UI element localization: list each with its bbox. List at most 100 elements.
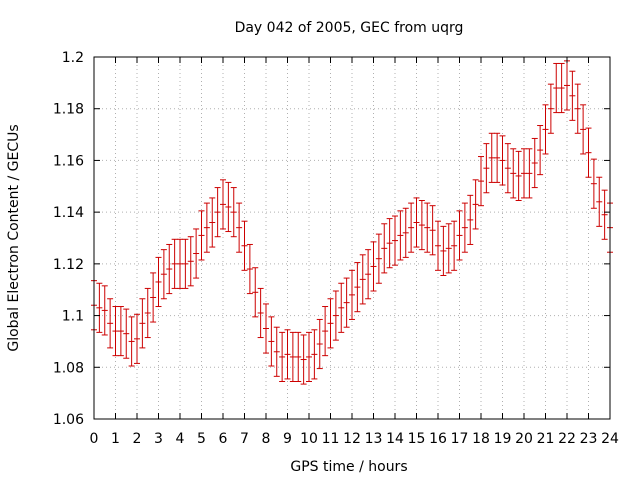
data-point-error-bar	[504, 143, 511, 194]
x-axis-label: GPS time / hours	[290, 459, 407, 475]
y-tick-label: 1.1	[62, 309, 84, 325]
chart-title: Day 042 of 2005, GEC from uqrg	[235, 20, 464, 36]
data-point-error-bar	[160, 249, 167, 300]
data-point-error-bar	[424, 202, 431, 253]
y-tick-label: 1.2	[62, 50, 84, 66]
y-tick-label: 1.06	[53, 412, 84, 428]
data-point-error-bar	[101, 285, 108, 336]
y-tick-label: 1.14	[53, 205, 84, 221]
data-point-error-bar	[144, 287, 151, 339]
data-point-error-bar	[478, 156, 484, 207]
x-tick-label: 13	[365, 431, 383, 447]
x-tick-label: 11	[322, 431, 340, 447]
x-tick-label: 2	[133, 431, 142, 447]
data-point-error-bar	[601, 189, 608, 240]
data-point-error-bar	[112, 306, 119, 357]
data-point-error-bar	[461, 202, 468, 253]
data-point-error-bar	[117, 306, 124, 357]
data-point-error-bar	[521, 148, 527, 199]
x-tick-label: 0	[90, 431, 99, 447]
data-point-error-bar	[526, 148, 533, 199]
x-tick-label: 20	[515, 431, 533, 447]
data-point-error-bar	[171, 238, 178, 289]
data-point-error-bar	[220, 179, 226, 230]
x-tick-label: 9	[283, 431, 292, 447]
x-tick-label: 14	[386, 431, 404, 447]
x-tick-label: 10	[300, 431, 318, 447]
data-point-error-bar	[311, 329, 318, 380]
data-point-error-bar	[123, 308, 130, 359]
x-tick-label: 1	[111, 431, 120, 447]
data-point-error-bar	[107, 298, 114, 349]
data-point-error-bar	[295, 331, 302, 383]
data-point-error-bar	[510, 148, 517, 199]
x-tick-label: 4	[176, 431, 185, 447]
data-point-error-bar	[166, 243, 173, 295]
data-point-error-bar	[289, 331, 296, 383]
data-point-error-bar	[182, 238, 189, 289]
data-point-error-bar	[564, 60, 570, 111]
data-point-error-bar	[488, 132, 495, 183]
data-point-error-bar	[268, 316, 275, 367]
data-point-error-bar	[553, 62, 560, 114]
data-point-error-bar	[542, 104, 549, 155]
data-point-error-bar	[558, 62, 565, 114]
grid-layer	[94, 57, 610, 419]
axis-ticks-layer: 0 1 2 3 4 5 6 7 8 9 10 11 12 13 14 15 16 17 18 19 20 21 22 23 24…	[53, 50, 619, 447]
x-tick-label: 12	[343, 431, 361, 447]
data-point-error-bar	[397, 210, 404, 261]
x-tick-label: 18	[472, 431, 490, 447]
data-point-error-bar	[187, 236, 194, 287]
data-point-error-bar	[413, 197, 420, 248]
data-point-error-bar	[214, 187, 221, 238]
data-point-error-bar	[246, 243, 253, 295]
x-tick-label: 23	[580, 431, 598, 447]
data-point-error-bar	[354, 262, 361, 313]
data-point-error-bar	[499, 135, 506, 186]
data-point-error-bar	[257, 287, 264, 339]
data-point-error-bar	[456, 210, 463, 261]
data-point-error-bar	[408, 202, 415, 253]
y-tick-label: 1.16	[53, 153, 84, 169]
data-point-error-bar	[370, 241, 377, 292]
data-point-error-bar	[494, 132, 501, 183]
data-point-error-bar	[241, 220, 248, 271]
data-point-error-bar	[263, 303, 269, 354]
data-point-error-bar	[451, 220, 458, 271]
data-point-error-bar	[322, 306, 329, 357]
data-point-error-bar	[284, 329, 291, 380]
x-tick-label: 17	[451, 431, 469, 447]
data-point-error-bar	[596, 176, 603, 227]
data-point-error-bar	[300, 334, 307, 385]
data-point-error-bar	[381, 223, 388, 274]
data-point-error-bar	[515, 150, 522, 202]
x-tick-label: 6	[219, 431, 228, 447]
data-point-error-bar	[429, 205, 436, 256]
data-point-error-bar	[177, 238, 183, 289]
data-point-error-bar	[332, 290, 339, 341]
data-point-error-bar	[198, 210, 205, 261]
data-point-error-bar	[327, 298, 334, 349]
data-point-error-bar	[139, 298, 146, 349]
data-point-error-bar	[580, 104, 587, 155]
data-point-error-bar	[150, 272, 157, 323]
x-tick-label: 8	[262, 431, 271, 447]
data-point-error-bar	[392, 215, 398, 266]
data-point-error-bar	[365, 249, 372, 300]
data-point-error-bar	[445, 223, 452, 274]
y-tick-label: 1.18	[53, 102, 84, 118]
data-point-error-bar	[209, 197, 216, 248]
data-point-error-bar	[467, 194, 474, 245]
data-point-error-bar	[375, 233, 382, 284]
x-tick-label: 21	[537, 431, 555, 447]
data-point-error-bar	[230, 187, 237, 238]
data-point-error-bar	[585, 127, 592, 178]
data-point-error-bar	[537, 125, 544, 176]
data-point-error-bar	[349, 269, 355, 320]
x-tick-label: 7	[240, 431, 249, 447]
data-point-error-bar	[418, 200, 425, 251]
data-point-error-bar	[590, 158, 597, 209]
data-point-error-bar	[574, 83, 581, 134]
data-point-error-bar	[472, 179, 479, 230]
